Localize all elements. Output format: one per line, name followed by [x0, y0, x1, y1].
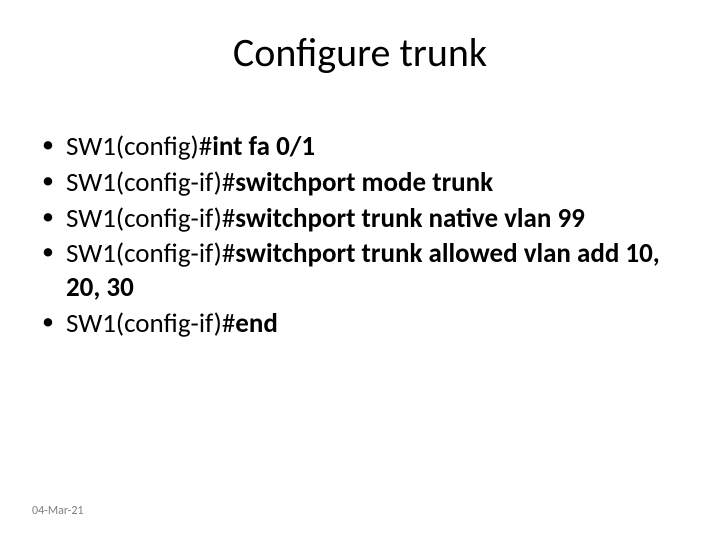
cli-prompt: SW1(config-if)# — [66, 202, 235, 235]
page-title: Configure trunk — [0, 28, 720, 77]
list-item: SW1(config-if)#switchport trunk allowed … — [40, 237, 680, 305]
list-item: SW1(config-if)#end — [40, 307, 680, 341]
cli-prompt: SW1(config-if)# — [66, 307, 235, 340]
body-content: SW1(config)#int fa 0/1 SW1(config-if)#sw… — [40, 130, 680, 343]
slide: Configure trunk SW1(config)#int fa 0/1 S… — [0, 0, 720, 540]
list-item: SW1(config-if)#switchport mode trunk — [40, 166, 680, 200]
cli-command: end — [235, 307, 278, 340]
list-item: SW1(config)#int fa 0/1 — [40, 130, 680, 164]
list-item: SW1(config-if)#switchport trunk native v… — [40, 202, 680, 236]
footer-date: 04-Mar-21 — [32, 504, 84, 518]
bullet-list: SW1(config)#int fa 0/1 SW1(config-if)#sw… — [40, 130, 680, 341]
cli-prompt: SW1(config)# — [66, 130, 212, 163]
cli-prompt: SW1(config-if)# — [66, 166, 235, 199]
cli-command: int fa 0/1 — [212, 130, 315, 163]
cli-prompt: SW1(config-if)# — [66, 237, 235, 270]
cli-command: switchport trunk native vlan 99 — [235, 202, 585, 235]
cli-command: switchport mode trunk — [235, 166, 493, 199]
